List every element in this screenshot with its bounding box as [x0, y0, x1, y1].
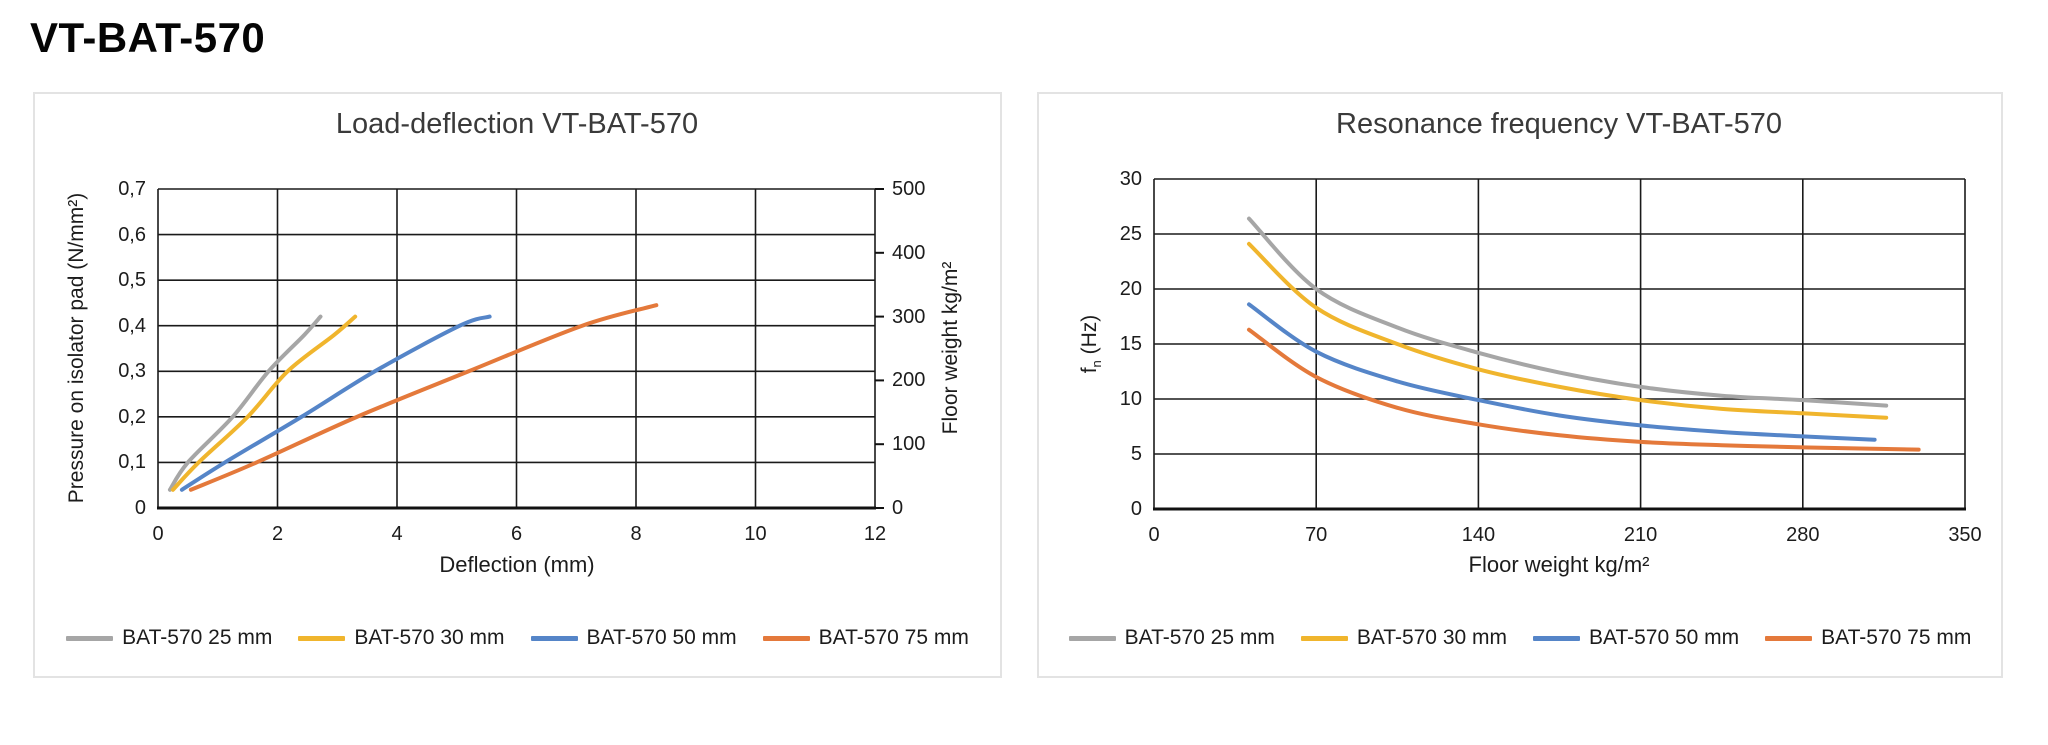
- legend-label: BAT-570 30 mm: [354, 626, 505, 649]
- legend-item-bat-570-75-mm: BAT-570 75 mm: [762, 626, 969, 650]
- y-tick-label: 0,5: [118, 269, 146, 292]
- legend-label: BAT-570 50 mm: [586, 626, 737, 649]
- y-tick-label: 5: [1130, 443, 1142, 465]
- series-line-bat-570-25-mm: [167, 314, 323, 492]
- legend-item-bat-570-30-mm: BAT-570 30 mm: [1300, 626, 1507, 650]
- series-line-bat-570-30-mm: [1247, 241, 1889, 420]
- legend-line-swatch: [1068, 635, 1116, 641]
- y-tick-label: 0: [1130, 498, 1142, 520]
- series-line-bat-570-75-mm: [1247, 327, 1921, 452]
- y-tick-label: 30: [1119, 168, 1142, 190]
- chart-title: Load-deflection VT-BAT-570: [335, 108, 699, 140]
- chart-legend: BAT-570 25 mm BAT-570 30 mm BAT-570 50 m…: [1039, 626, 2001, 650]
- secondary-y-tick-label: 0: [892, 497, 904, 519]
- y-tick-label: 0,6: [118, 223, 146, 246]
- load-deflection-plot: [157, 188, 884, 510]
- x-tick-label: 2: [271, 523, 284, 545]
- series-line-bat-570-50-mm: [179, 314, 492, 492]
- legend-item-bat-570-50-mm: BAT-570 50 mm: [1533, 626, 1739, 650]
- x-tick-label: 350: [1948, 524, 1982, 546]
- x-tick-label: 210: [1623, 524, 1658, 546]
- legend-item-bat-570-75-mm: BAT-570 75 mm: [1765, 626, 1971, 650]
- legend-label: BAT-570 75 mm: [818, 626, 969, 649]
- legend-label: BAT-570 25 mm: [1124, 626, 1275, 649]
- x-tick-label: 140: [1461, 524, 1496, 546]
- y-tick-label: 20: [1119, 278, 1142, 300]
- y-tick-label: 0,7: [118, 178, 146, 200]
- legend-label: BAT-570 75 mm: [1821, 626, 1972, 649]
- y-tick-label: 15: [1119, 333, 1142, 355]
- x-tick-label: 280: [1786, 524, 1820, 546]
- secondary-y-tick-label: 300: [892, 305, 926, 328]
- secondary-y-tick-label: 400: [892, 241, 926, 264]
- chart-title: Resonance frequency VT-BAT-570: [1336, 108, 1782, 140]
- y-axis-title: Pressure on isolator pad (N/mm²): [65, 192, 88, 504]
- series-line-bat-570-50-mm: [1247, 302, 1877, 442]
- legend-line-swatch: [530, 635, 578, 641]
- x-tick-label: 8: [630, 523, 642, 545]
- y-tick-label: 0: [134, 497, 146, 519]
- chart-legend: BAT-570 25 mm BAT-570 30 mm BAT-570 50 m…: [35, 626, 1000, 650]
- y-tick-label: 0,2: [118, 405, 146, 428]
- x-tick-label: 0: [1148, 524, 1160, 546]
- x-tick-label: 6: [510, 523, 523, 545]
- load-deflection-chart-panel: Load-deflection VT-BAT-570 0 2 4 6 8 10 12 0 0,1…: [33, 92, 1002, 678]
- series-line-bat-570-75-mm: [188, 303, 659, 492]
- y-tick-label: 0,3: [118, 360, 146, 383]
- series-line-bat-570-30-mm: [170, 314, 358, 492]
- legend-label: BAT-570 30 mm: [1356, 626, 1507, 649]
- legend-item-bat-570-25-mm: BAT-570 25 mm: [66, 626, 272, 650]
- x-axis-title: Deflection (mm): [439, 552, 595, 577]
- x-tick-label: 0: [152, 523, 164, 545]
- resonance-frequency-chart-panel: Resonance frequency VT-BAT-570 0 70 140 210…: [1037, 92, 2003, 678]
- legend-line-swatch: [66, 635, 114, 641]
- legend-item-bat-570-50-mm: BAT-570 50 mm: [530, 626, 737, 650]
- x-tick-label: 12: [863, 523, 887, 545]
- legend-line-swatch: [298, 635, 346, 641]
- y-tick-label: 0,1: [118, 451, 146, 474]
- legend-label: BAT-570 50 mm: [1589, 626, 1740, 649]
- page-title: VT-BAT-570: [30, 14, 266, 61]
- resonance-frequency-plot: [1153, 178, 1966, 511]
- series-line-bat-570-25-mm: [1247, 216, 1889, 408]
- legend-line-swatch: [1533, 635, 1580, 641]
- secondary-y-tick-label: 200: [892, 369, 926, 392]
- y-axis-title: fn (Hz): [1077, 314, 1105, 374]
- legend-line-swatch: [1765, 635, 1813, 641]
- legend-line-swatch: [762, 635, 810, 641]
- legend-item-bat-570-30-mm: BAT-570 30 mm: [298, 626, 505, 650]
- y-tick-label: 25: [1119, 223, 1142, 245]
- x-tick-label: 70: [1305, 524, 1328, 546]
- x-axis-title: Floor weight kg/m²: [1468, 552, 1650, 577]
- secondary-y-axis-title: Floor weight kg/m²: [939, 261, 962, 435]
- x-tick-label: 10: [744, 523, 767, 545]
- y-tick-label: 10: [1119, 388, 1142, 410]
- legend-line-swatch: [1300, 635, 1348, 641]
- x-tick-label: 4: [391, 523, 403, 545]
- secondary-y-tick-label: 100: [892, 433, 926, 456]
- legend-label: BAT-570 25 mm: [122, 626, 273, 649]
- secondary-y-tick-label: 500: [892, 178, 926, 200]
- y-tick-label: 0,4: [118, 314, 146, 337]
- legend-item-bat-570-25-mm: BAT-570 25 mm: [1068, 626, 1275, 650]
